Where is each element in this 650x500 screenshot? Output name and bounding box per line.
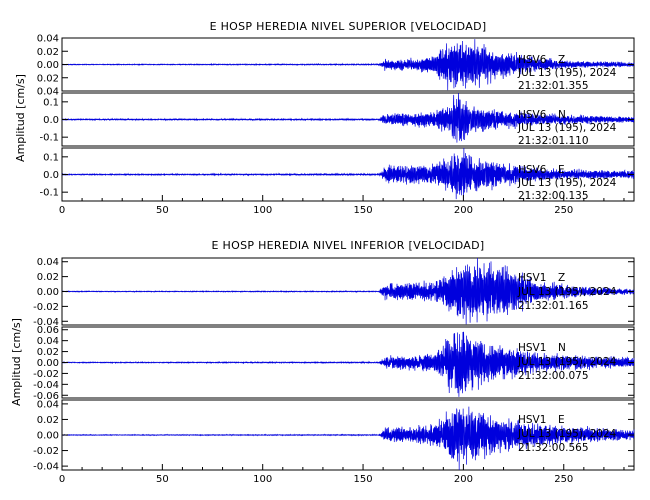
y-tick-label: 0.1: [43, 152, 59, 163]
y-tick-label: 0.02: [37, 415, 59, 426]
y-ticks: -0.04 -0.02 0.00 0.02 0.04: [33, 399, 634, 473]
component-label: E: [558, 414, 565, 426]
y-tick-label: -0.1: [39, 188, 59, 199]
x-tick-label: 150: [354, 474, 373, 485]
y-tick-label: -0.04: [33, 380, 59, 391]
upper-chart-title: E HOSP HEREDIA NIVEL SUPERIOR [VELOCIDAD…: [210, 20, 487, 33]
y-tick-label: 0.04: [37, 399, 59, 410]
component-label: E: [558, 164, 565, 176]
time-label: 21:32:01.355: [518, 80, 589, 92]
x-tick-label: 250: [554, 205, 573, 216]
y-tick-label: 0.04: [37, 257, 59, 268]
upper-panel-e: -0.1 0.0 0.1 HSV6 E JUL 13 (195), 2024 21:…: [39, 147, 635, 202]
station-label: HSV1: [518, 272, 546, 284]
y-tick-label: -0.06: [33, 391, 59, 402]
x-tick-label: 200: [454, 474, 473, 485]
y-ticks: -0.1 0.0 0.1: [39, 97, 634, 144]
lower-chart: E HOSP HEREDIA NIVEL INFERIOR [VELOCIDAD…: [10, 239, 635, 485]
y-tick-label: 0.0: [43, 170, 59, 181]
lower-panel-z: -0.04 -0.02 0.00 0.02 0.04 HSV1 Z JUL 13 (19…: [33, 257, 635, 328]
upper-chart: E HOSP HEREDIA NIVEL SUPERIOR [VELOCIDAD…: [14, 20, 635, 216]
lower-y-axis-label: Amplitud [cm/s]: [10, 318, 23, 406]
time-label: 21:32:00.565: [518, 442, 589, 454]
trace-hsv6-z: [61, 39, 635, 91]
y-ticks: 0.04 0.02 0.00 0.02 0.04: [37, 34, 634, 98]
y-tick-label: 0.02: [37, 272, 59, 283]
y-tick-label: 0.02: [37, 47, 59, 58]
x-tick-label: 100: [253, 205, 272, 216]
station-label: HSV1: [518, 414, 546, 426]
trace-hsv1-z: [61, 257, 635, 325]
y-tick-label: -0.02: [33, 302, 59, 313]
y-tick-label: 0.06: [37, 325, 59, 336]
y-tick-label: -0.02: [33, 369, 59, 380]
y-tick-label: 0.00: [37, 358, 59, 369]
y-tick-label: -0.04: [33, 317, 59, 328]
trace-hsv1-n: [61, 331, 635, 397]
station-label: HSV6: [518, 109, 547, 121]
lower-panel-e: -0.04 -0.02 0.00 0.02 0.04 HSV1 E JUL 13 (19…: [33, 399, 635, 473]
station-label: HSV6: [518, 164, 547, 176]
x-tick-label: 0: [59, 474, 65, 485]
y-tick-label: -0.04: [33, 462, 59, 473]
trace-hsv6-e: [61, 147, 635, 200]
y-ticks: -0.1 0.0 0.1: [39, 152, 634, 199]
component-label: N: [558, 342, 566, 354]
y-tick-label: 0.00: [37, 431, 59, 442]
lower-chart-title: E HOSP HEREDIA NIVEL INFERIOR [VELOCIDAD…: [212, 239, 485, 252]
component-label: Z: [558, 54, 565, 66]
y-tick-label: 0.1: [43, 97, 59, 108]
date-label: JUL 13 (195), 2024: [517, 356, 617, 368]
date-label: JUL 13 (195), 2024: [517, 67, 617, 79]
upper-y-axis-label: Amplitud [cm/s]: [14, 74, 27, 162]
y-tick-label: 0.00: [37, 60, 59, 71]
y-tick-label: 0.04: [37, 336, 59, 347]
y-ticks: -0.04 -0.02 0.00 0.02 0.04: [33, 257, 634, 328]
lower-x-axis: 0 50 100 150 200 250: [59, 464, 625, 485]
upper-x-axis: 0 50 100 150 200 250: [59, 195, 625, 216]
trace-hsv6-n: [61, 93, 635, 143]
date-label: JUL 13 (195), 2024: [517, 122, 617, 134]
date-label: JUL 13 (195), 2024: [517, 177, 617, 189]
y-tick-label: 0.00: [37, 287, 59, 298]
x-tick-label: 50: [156, 474, 169, 485]
time-label: 21:32:01.165: [518, 300, 589, 312]
time-label: 21:32:00.135: [518, 190, 589, 202]
y-tick-label: -0.1: [39, 133, 59, 144]
date-label: JUL 13 (195), 2024: [517, 428, 617, 440]
y-tick-label: -0.02: [33, 446, 59, 457]
station-label: HSV1: [518, 342, 546, 354]
y-tick-label: 0.0: [43, 115, 59, 126]
x-tick-label: 150: [354, 205, 373, 216]
x-tick-label: 250: [554, 474, 573, 485]
x-tick-label: 100: [253, 474, 272, 485]
y-tick-label: 0.02: [37, 73, 59, 84]
upper-panel-z: 0.04 0.02 0.00 0.02 0.04 HSV6 Z JUL 13 (195)…: [37, 34, 635, 98]
upper-panel-n: -0.1 0.0 0.1 HSV6 N JUL 13 (195), 2024 21:…: [39, 92, 635, 147]
component-label: Z: [558, 272, 565, 284]
trace-hsv1-e: [61, 406, 635, 471]
y-ticks: -0.06-0.04-0.020.000.020.040.06: [33, 325, 634, 402]
y-tick-label: 0.04: [37, 87, 59, 98]
date-label: JUL 13 (195), 2024: [517, 286, 617, 298]
x-tick-label: 0: [59, 205, 65, 216]
station-label: HSV6: [518, 54, 547, 66]
y-tick-label: 0.02: [37, 347, 59, 358]
x-tick-label: 50: [156, 205, 169, 216]
lower-panel-n: -0.06-0.04-0.020.000.020.040.06 HSV1 N J…: [33, 325, 635, 402]
x-tick-label: 200: [454, 205, 473, 216]
component-label: N: [558, 109, 566, 121]
y-tick-label: 0.04: [37, 34, 59, 45]
time-label: 21:32:00.075: [518, 370, 589, 382]
time-label: 21:32:01.110: [518, 135, 589, 147]
